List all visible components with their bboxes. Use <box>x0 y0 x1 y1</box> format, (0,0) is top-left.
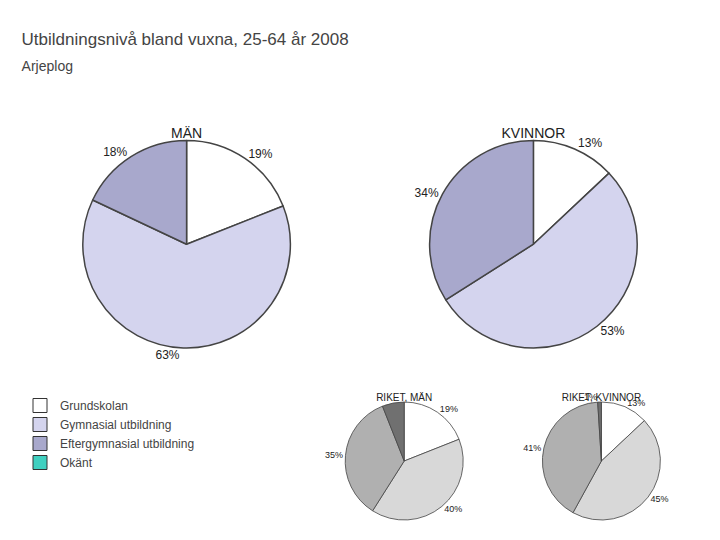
svg-text:13%: 13% <box>578 136 602 150</box>
svg-text:63%: 63% <box>155 348 179 362</box>
svg-text:41%: 41% <box>523 443 541 453</box>
svg-text:40%: 40% <box>444 504 462 514</box>
svg-text:34%: 34% <box>415 186 439 200</box>
svg-text:19%: 19% <box>440 404 458 414</box>
svg-text:Eftergymnasial utbildning: Eftergymnasial utbildning <box>60 437 194 451</box>
svg-text:KVINNOR: KVINNOR <box>502 125 566 141</box>
svg-text:RIKET, MÄN: RIKET, MÄN <box>376 392 432 403</box>
svg-text:35%: 35% <box>325 450 343 460</box>
svg-text:19%: 19% <box>248 147 272 161</box>
svg-text:45%: 45% <box>651 494 669 504</box>
svg-text:53%: 53% <box>601 324 625 338</box>
svg-text:Arjeplog: Arjeplog <box>22 58 73 74</box>
svg-text:MÄN: MÄN <box>171 125 202 141</box>
svg-text:Grundskolan: Grundskolan <box>60 399 128 413</box>
svg-text:Utbildningsnivå bland vuxna, 2: Utbildningsnivå bland vuxna, 25-64 år 20… <box>22 30 349 49</box>
svg-text:18%: 18% <box>103 145 127 159</box>
svg-text:Gymnasial utbildning: Gymnasial utbildning <box>60 418 171 432</box>
svg-text:13%: 13% <box>627 398 645 408</box>
svg-text:RIKET, KVINNOR: RIKET, KVINNOR <box>562 392 641 403</box>
svg-text:Okänt: Okänt <box>60 456 93 470</box>
svg-text:1%: 1% <box>584 392 597 402</box>
